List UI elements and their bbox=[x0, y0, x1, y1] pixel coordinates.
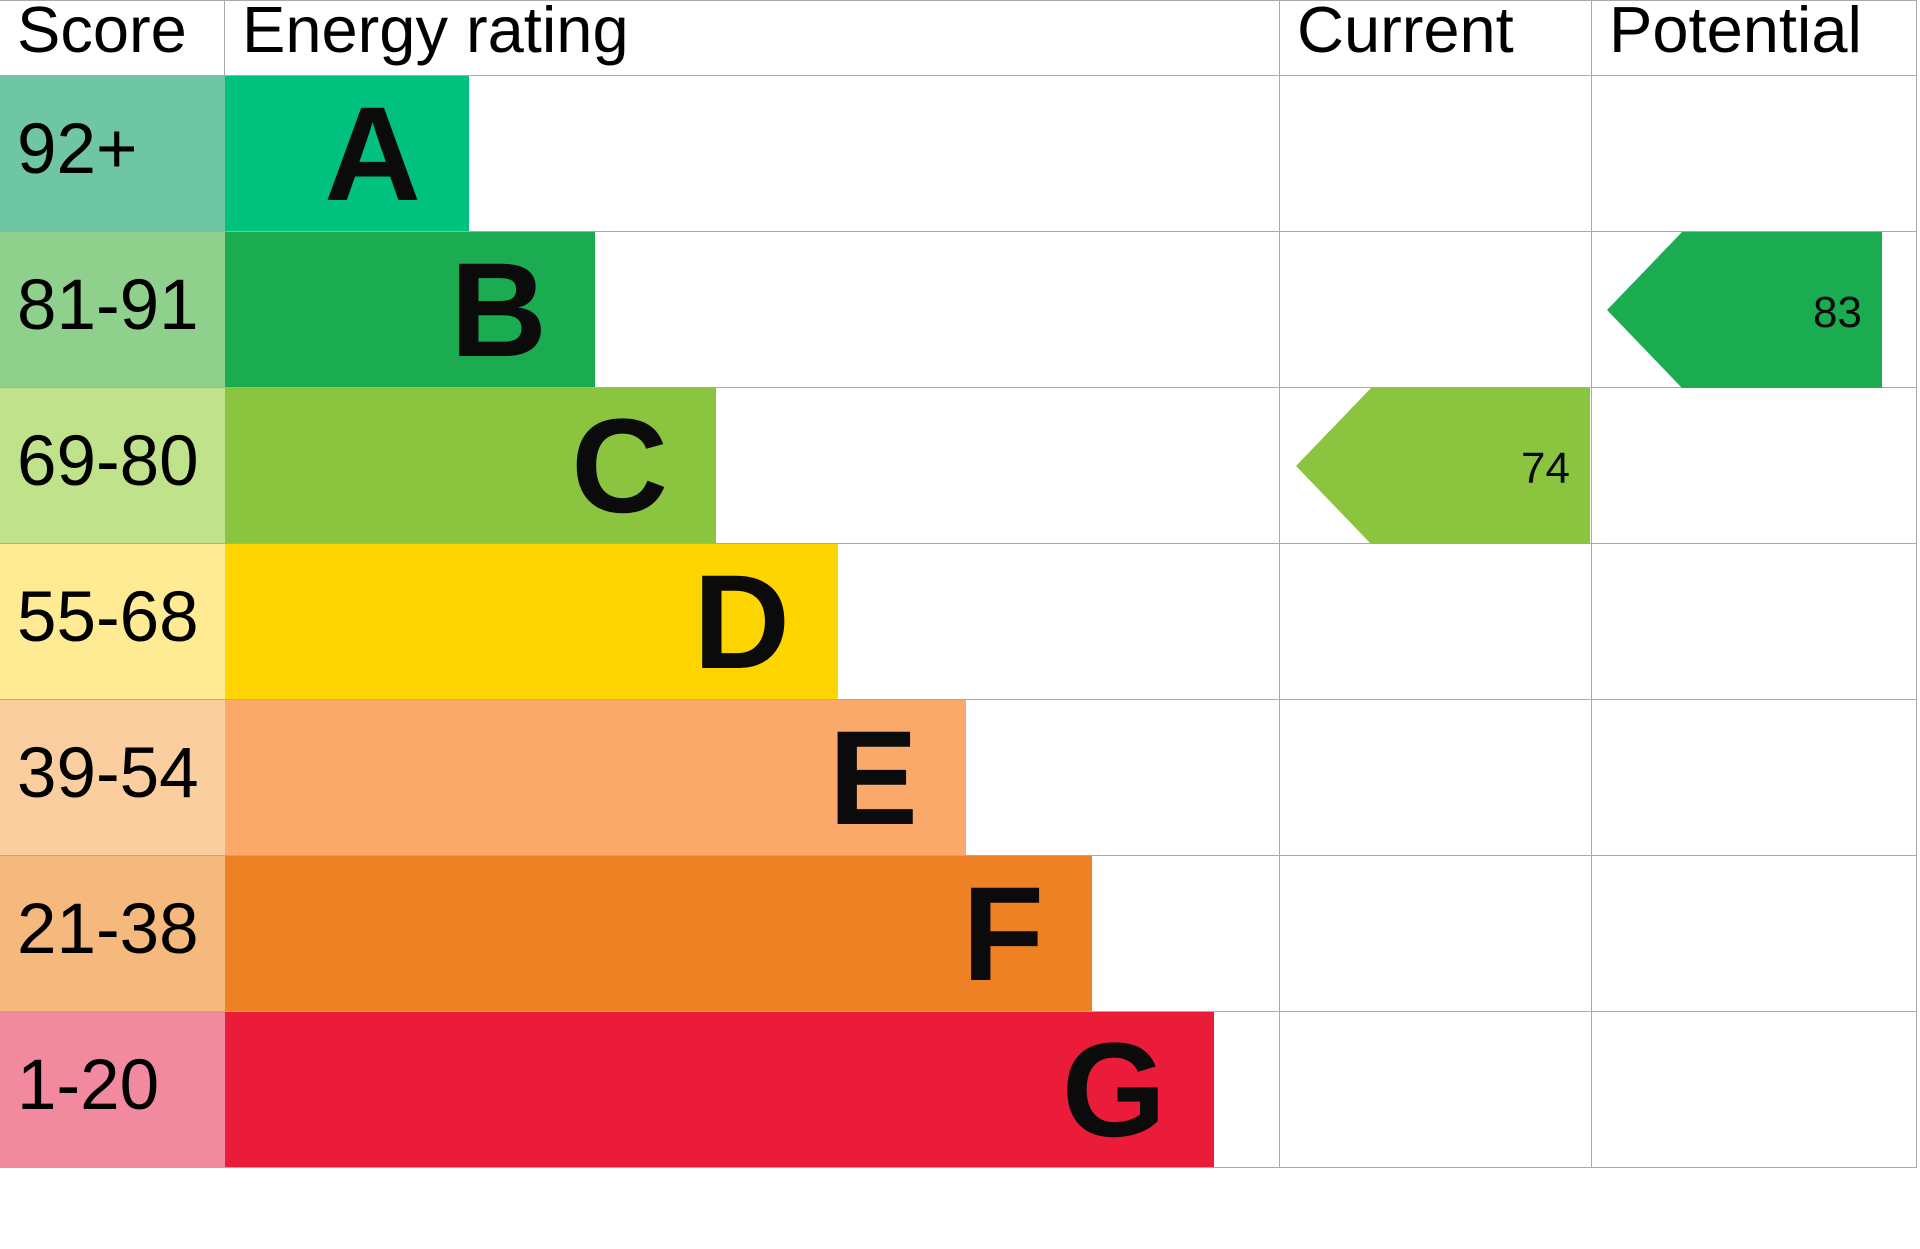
svg-text:74: 74 bbox=[1521, 444, 1570, 493]
svg-text:83: 83 bbox=[1813, 288, 1862, 337]
